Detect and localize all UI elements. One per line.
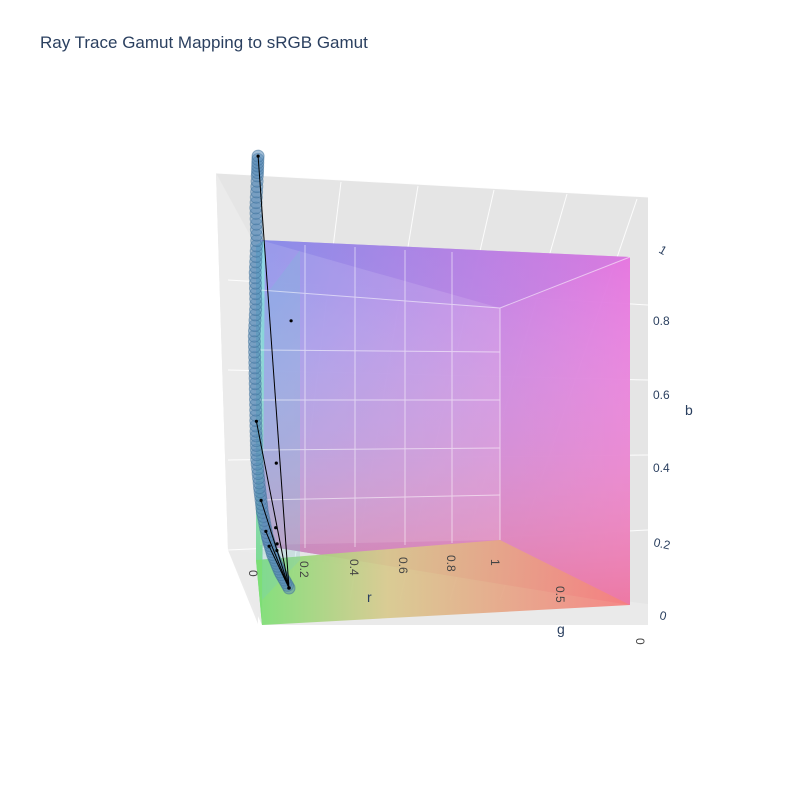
r-tick-0.4: 0.4: [347, 559, 361, 576]
b-tick-1: 1: [657, 242, 670, 258]
srgb-gamut-cube: [256, 240, 631, 625]
g-tick-0: 0: [633, 638, 647, 645]
ray-line: [260, 500, 290, 589]
r-tick-0.8: 0.8: [444, 555, 458, 572]
b-tick-0.4: 0.4: [653, 461, 670, 475]
ray-endpoint: [264, 529, 268, 534]
b-tick-0.2: 0.2: [652, 535, 672, 552]
axis-b: 0 0.2 0.4 0.6 0.8 1 b: [652, 242, 693, 623]
ray-endpoint: [259, 498, 263, 502]
g-axis-title: g: [557, 621, 565, 637]
ray-line: [255, 421, 290, 589]
b-tick-0: 0: [658, 608, 668, 623]
ray-endpoint: [256, 154, 260, 158]
r-tick-0.6: 0.6: [396, 557, 410, 574]
ray-origin-point: [287, 586, 291, 590]
r-tick-0: 0: [246, 570, 260, 577]
ray-line: [257, 156, 290, 589]
ray-intersection-point: [274, 526, 278, 530]
chart-title: Ray Trace Gamut Mapping to sRGB Gamut: [40, 33, 368, 52]
b-axis-title: b: [685, 402, 693, 418]
gamut-face-back-shade: [260, 240, 630, 605]
ray-intersection-point: [274, 461, 278, 465]
r-tick-0.2: 0.2: [297, 561, 311, 578]
gamut-face-front-shade: [260, 240, 500, 545]
ray-intersection-point: [275, 542, 279, 546]
gamut-face-top: [260, 240, 630, 308]
b-tick-0.6: 0.6: [653, 388, 670, 402]
g-tick-0.5: 0.5: [553, 586, 567, 603]
ray-intersection-point: [289, 319, 293, 323]
axis-r: 0 0.2 0.4 0.6 0.8 1 r: [246, 555, 502, 605]
ray-endpoint: [254, 419, 258, 423]
b-tick-0.8: 0.8: [653, 314, 670, 328]
ray-line: [268, 545, 290, 589]
gamut-face-floor: [256, 540, 630, 625]
ray-intersection-point: [275, 548, 279, 553]
ray-endpoint: [267, 544, 271, 548]
ray-line: [265, 531, 290, 589]
ray-layer: [254, 154, 293, 590]
r-axis-title: r: [367, 589, 372, 605]
r-tick-1: 1: [488, 559, 502, 566]
axis-g: 0 0.5 g: [553, 586, 647, 645]
